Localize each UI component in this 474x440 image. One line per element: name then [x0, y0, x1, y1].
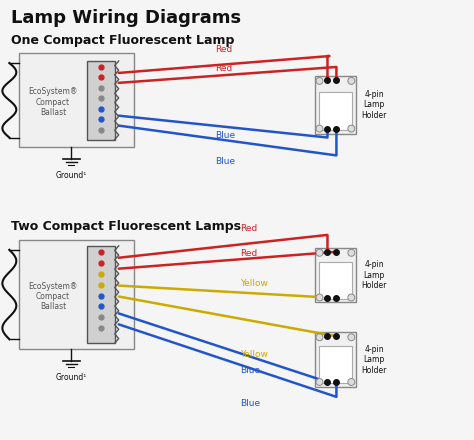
- Bar: [319, 262, 352, 298]
- Bar: [19, 53, 134, 147]
- Text: Blue: Blue: [240, 399, 260, 408]
- Text: Ground¹: Ground¹: [56, 373, 87, 382]
- Bar: [87, 61, 115, 139]
- Circle shape: [348, 334, 355, 341]
- Circle shape: [348, 77, 355, 84]
- Circle shape: [316, 378, 323, 385]
- Bar: [315, 248, 356, 302]
- Text: Red: Red: [215, 64, 232, 73]
- Text: 4-pin
Lamp
Holder: 4-pin Lamp Holder: [361, 345, 387, 374]
- Bar: [319, 346, 352, 383]
- Bar: [315, 76, 356, 134]
- Text: Blue: Blue: [240, 366, 260, 374]
- Text: Red: Red: [240, 224, 257, 233]
- Text: Lamp Wiring Diagrams: Lamp Wiring Diagrams: [11, 9, 241, 27]
- Text: Two Compact Fluorescent Lamps: Two Compact Fluorescent Lamps: [11, 220, 241, 233]
- Bar: [19, 240, 134, 349]
- Circle shape: [348, 249, 355, 256]
- Circle shape: [316, 294, 323, 301]
- Circle shape: [316, 249, 323, 256]
- Text: EcoSystem®
Compact
Ballast: EcoSystem® Compact Ballast: [28, 282, 78, 312]
- Text: One Compact Fluorescent Lamp: One Compact Fluorescent Lamp: [11, 34, 235, 47]
- Circle shape: [316, 77, 323, 84]
- Text: 4-pin
Lamp
Holder: 4-pin Lamp Holder: [361, 260, 387, 290]
- Text: Red: Red: [215, 45, 232, 54]
- Text: Yellow: Yellow: [240, 350, 268, 359]
- Text: Ground¹: Ground¹: [56, 171, 87, 180]
- Bar: [319, 92, 352, 129]
- Text: 4-pin
Lamp
Holder: 4-pin Lamp Holder: [361, 90, 387, 120]
- Text: EcoSystem®
Compact
Ballast: EcoSystem® Compact Ballast: [28, 88, 78, 117]
- Circle shape: [348, 378, 355, 385]
- Text: Blue: Blue: [215, 131, 235, 140]
- Bar: [315, 332, 356, 387]
- Circle shape: [316, 334, 323, 341]
- Text: Red: Red: [240, 249, 257, 258]
- Text: Yellow: Yellow: [240, 279, 268, 288]
- Bar: [87, 246, 115, 343]
- Circle shape: [348, 125, 355, 132]
- Text: Blue: Blue: [215, 158, 235, 166]
- Circle shape: [316, 125, 323, 132]
- Circle shape: [348, 294, 355, 301]
